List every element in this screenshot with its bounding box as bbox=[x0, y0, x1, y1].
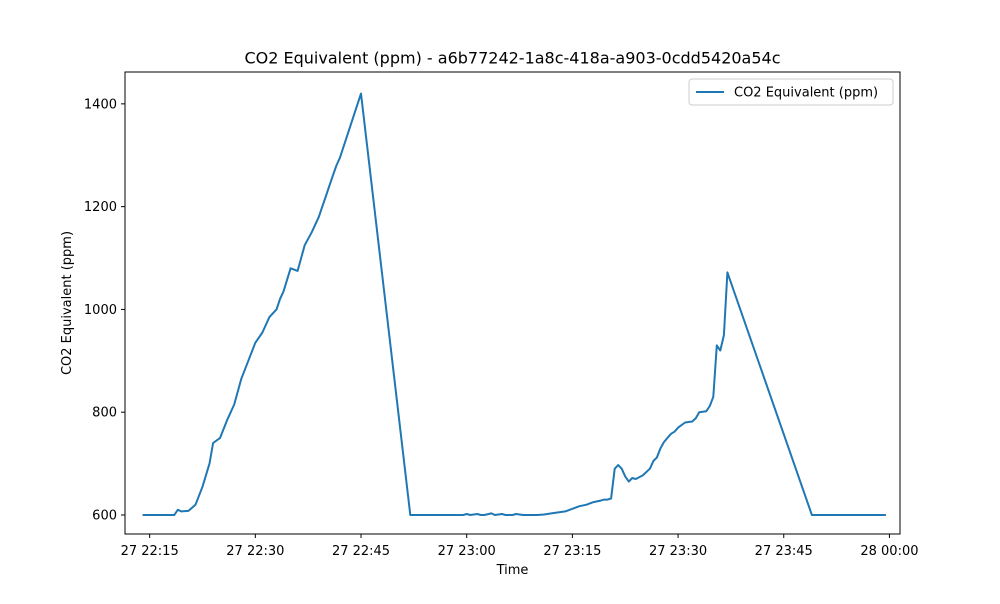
legend-box bbox=[688, 78, 894, 106]
legend: CO2 Equivalent (ppm) bbox=[688, 78, 894, 106]
x-tick-label: 27 23:15 bbox=[543, 544, 601, 559]
y-tick-label: 600 bbox=[92, 508, 117, 523]
x-tick-label: 27 22:15 bbox=[121, 544, 179, 559]
series-group bbox=[142, 92, 886, 516]
y-tick-label: 1200 bbox=[84, 200, 117, 215]
x-axis-label: Time bbox=[496, 563, 529, 578]
x-tick-label: 27 23:45 bbox=[755, 544, 813, 559]
y-axis-label: CO2 Equivalent (ppm) bbox=[60, 231, 75, 375]
legend-label: CO2 Equivalent (ppm) bbox=[734, 86, 878, 101]
x-tick-label: 27 22:45 bbox=[332, 544, 390, 559]
x-tick-label: 27 23:30 bbox=[649, 544, 707, 559]
x-axis-ticks: 27 22:15 27 22:30 27 22:45 27 23:00 27 23:15… bbox=[121, 534, 919, 559]
x-tick-label: 28 00:00 bbox=[860, 544, 918, 559]
x-tick-label: 27 23:00 bbox=[438, 544, 496, 559]
y-axis-ticks: 600 800 1000 1200 1400 bbox=[84, 97, 125, 523]
series-line bbox=[142, 92, 886, 516]
y-tick-label: 800 bbox=[92, 406, 117, 421]
y-tick-label: 1000 bbox=[84, 303, 117, 318]
x-tick-label: 27 22:30 bbox=[226, 544, 284, 559]
chart-title: CO2 Equivalent (ppm) - a6b77242-1a8c-418… bbox=[244, 49, 780, 68]
plot-frame bbox=[124, 71, 901, 535]
y-tick-label: 1400 bbox=[84, 97, 117, 112]
